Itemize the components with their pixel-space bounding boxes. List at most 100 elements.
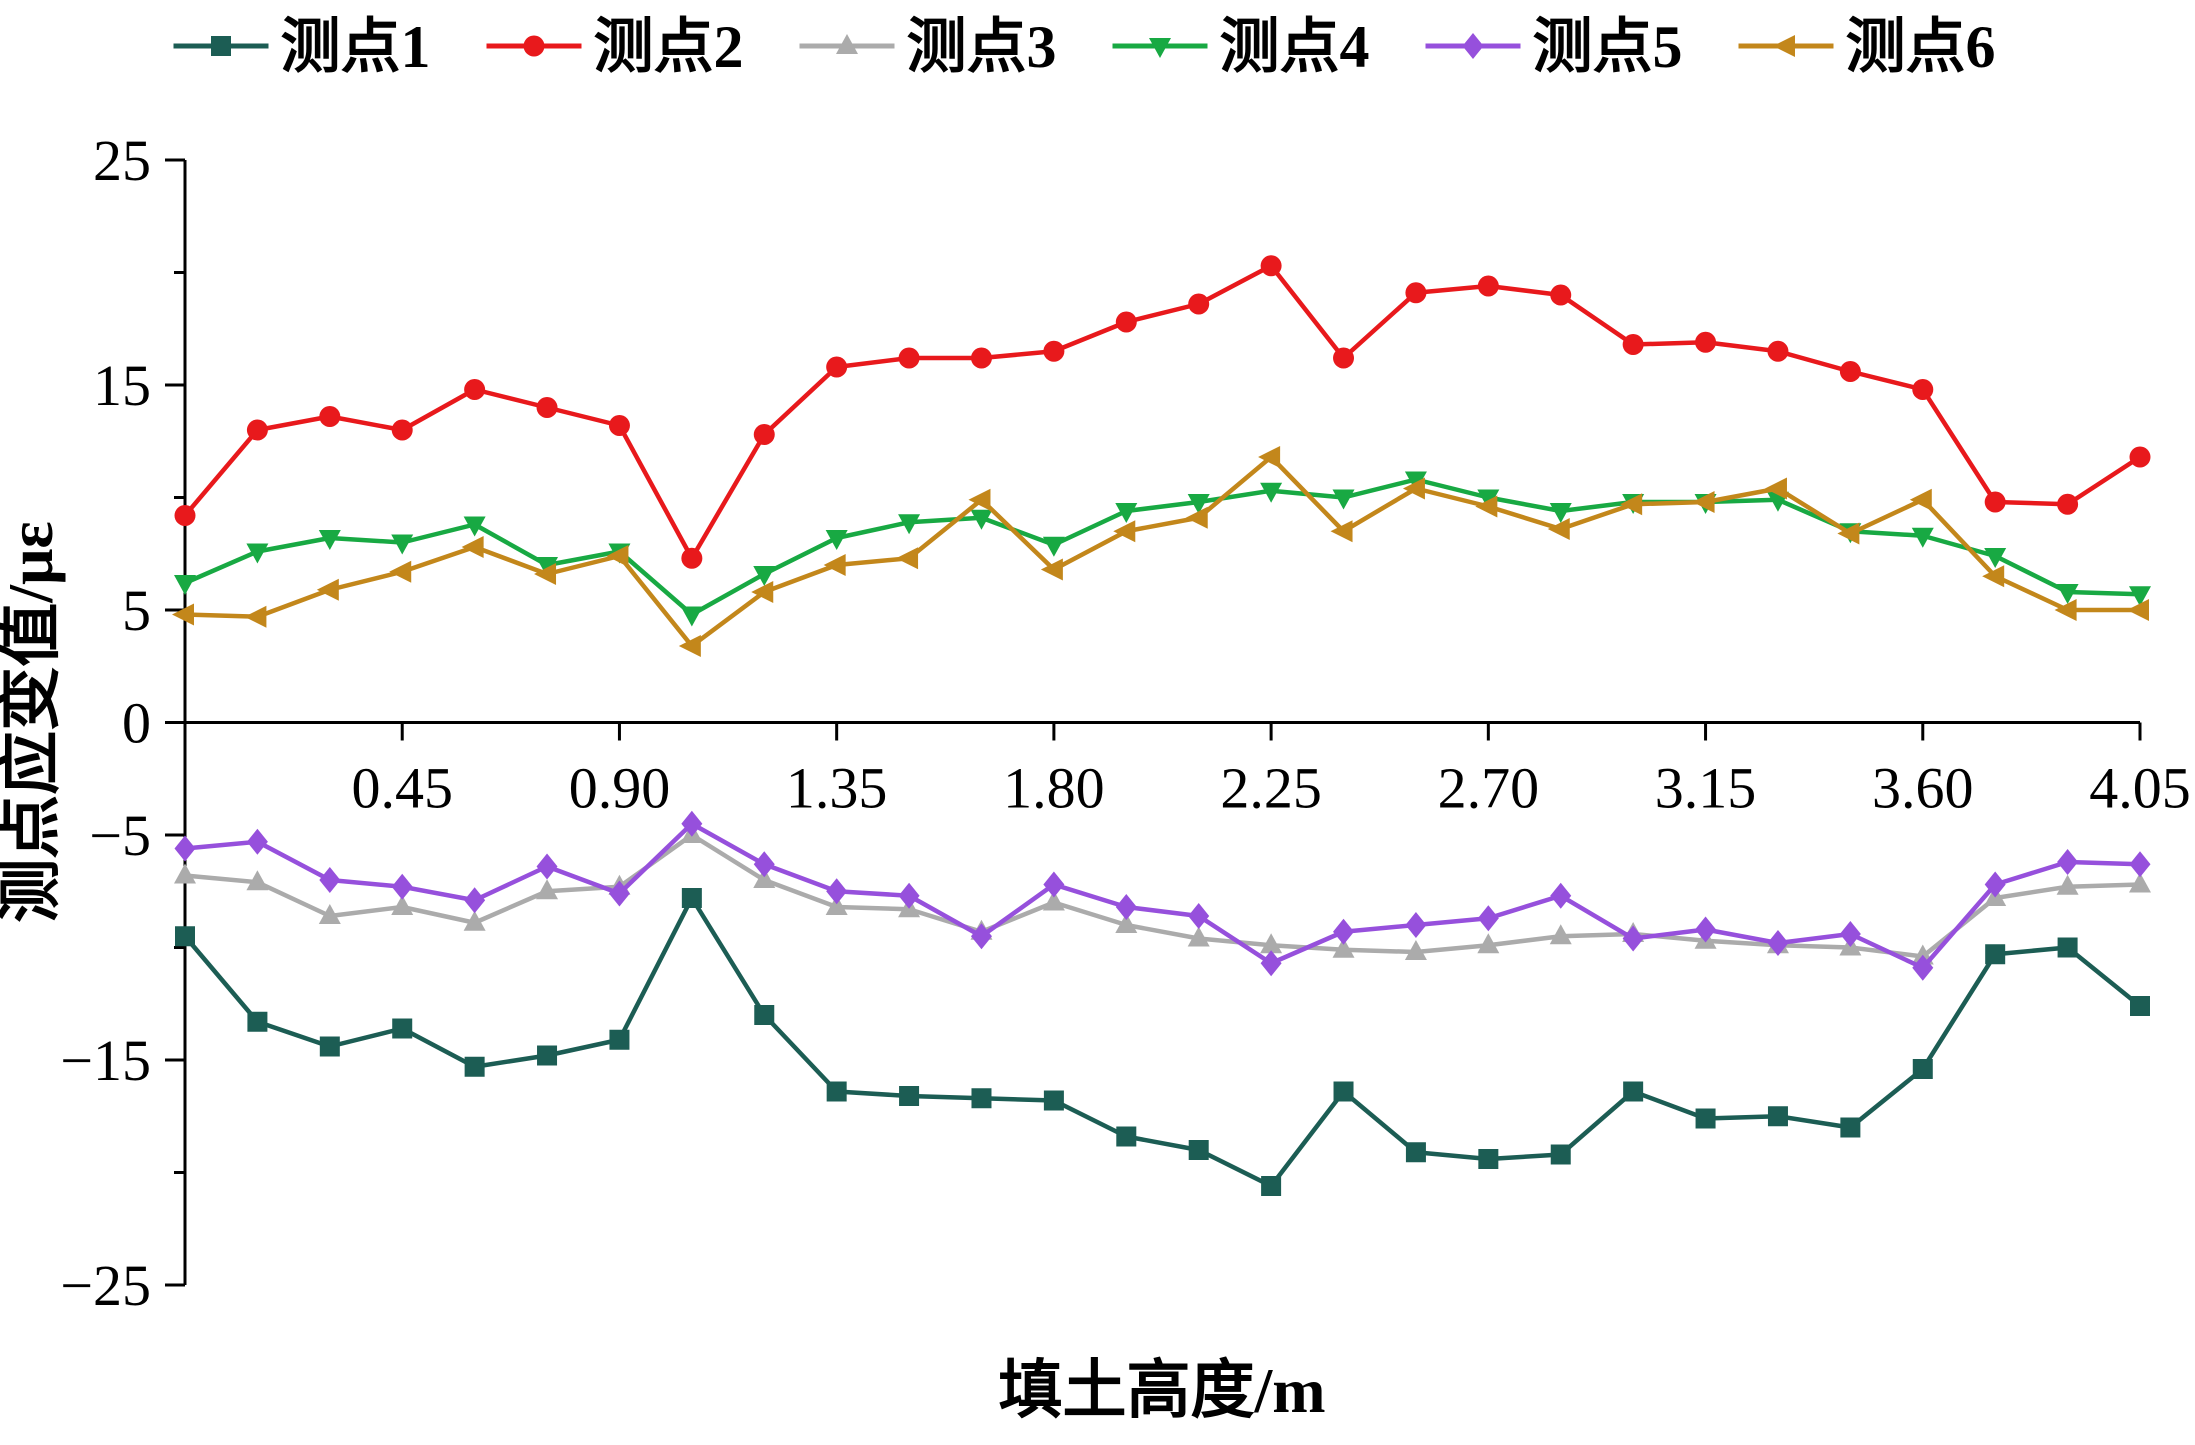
series-marker-5 [319, 867, 341, 893]
series-marker-2 [1550, 284, 1572, 306]
series-marker-5 [464, 887, 486, 914]
series-marker-2 [1477, 275, 1499, 297]
series-marker-6 [1113, 520, 1136, 543]
series-marker-5 [1405, 912, 1427, 938]
y-axis-label: 测点应变值/με [0, 521, 66, 922]
series-marker-4 [680, 606, 703, 627]
series-marker-4 [463, 516, 486, 537]
series-marker-5 [1767, 930, 1789, 956]
series-marker-3 [536, 879, 559, 900]
series-marker-3 [1404, 940, 1427, 960]
series-marker-5 [753, 851, 775, 878]
x-tick-label: 2.70 [1438, 756, 1540, 821]
series-marker-4 [1477, 489, 1500, 510]
series-marker-1 [1333, 1081, 1354, 1102]
series-marker-1 [754, 1005, 775, 1025]
series-line-1 [182, 895, 2143, 1189]
series-marker-5 [1260, 950, 1282, 977]
series-5 [174, 810, 2151, 981]
series-marker-2 [1333, 347, 1355, 369]
legend-item-5: 测点5 [1425, 14, 1683, 80]
series-marker-1 [1116, 1126, 1137, 1147]
y-tick-label: 25 [93, 128, 151, 193]
series-marker-5 [1622, 925, 1644, 952]
series-marker-5 [1115, 894, 1137, 920]
series-marker-6 [1764, 477, 1787, 500]
series-marker-3 [318, 904, 341, 924]
series-marker-3 [2129, 872, 2151, 893]
legend-marker-5 [1462, 33, 1484, 59]
series-marker-6 [606, 545, 629, 567]
series-marker-1 [899, 1086, 920, 1106]
series-marker-2 [1115, 311, 1137, 333]
series-marker-3 [463, 910, 486, 931]
series-marker-4 [246, 543, 269, 564]
series-line-2 [182, 263, 2143, 561]
legend-marker-3 [836, 34, 858, 54]
series-marker-2 [970, 347, 992, 369]
series-marker-3 [1260, 933, 1283, 954]
series-marker-5 [1477, 905, 1499, 932]
series-marker-2 [1405, 282, 1427, 304]
x-tick-label: 3.15 [1655, 756, 1757, 821]
series-marker-3 [174, 863, 196, 884]
series-marker-4 [1404, 471, 1427, 492]
series-marker-2 [1984, 491, 2006, 513]
series-marker-2 [391, 419, 413, 441]
series-marker-4 [1115, 503, 1138, 523]
series-1 [175, 888, 2150, 1196]
series-line-6 [182, 454, 2143, 649]
series-marker-5 [1188, 903, 1210, 929]
series-marker-3 [1187, 926, 1210, 947]
series-marker-6 [2054, 599, 2077, 621]
series-marker-1 [826, 1081, 847, 1102]
series-marker-1 [1623, 1081, 1644, 1102]
series-marker-4 [2056, 584, 2079, 604]
series-marker-6 [2127, 599, 2149, 621]
series-marker-1 [392, 1018, 413, 1039]
series-marker-5 [246, 828, 268, 855]
legend-label-3: 测点3 [907, 14, 1057, 80]
series-marker-5 [970, 923, 992, 950]
series-marker-3 [825, 895, 848, 915]
series-marker-3 [1477, 933, 1500, 954]
legend-label-1: 测点1 [281, 14, 431, 80]
series-marker-4 [898, 514, 921, 535]
series-marker-1 [1840, 1117, 1861, 1138]
legend-marker-6 [1773, 35, 1795, 57]
legend-marker-2 [523, 35, 545, 57]
series-marker-3 [1549, 924, 1572, 945]
legend: 测点1 测点2 测点3 测点4 测点5 测点6 [173, 14, 1996, 80]
y-tick-label: −5 [89, 803, 151, 868]
series-marker-4 [1042, 536, 1065, 557]
series-marker-1 [1043, 1090, 1064, 1111]
series-marker-2 [1767, 340, 1789, 362]
series-marker-6 [1982, 565, 2005, 588]
series-marker-6 [896, 547, 919, 570]
x-tick-label: 2.25 [1220, 756, 1322, 821]
series-marker-6 [389, 560, 412, 583]
series-marker-2 [2057, 493, 2079, 515]
series-marker-4 [1187, 494, 1210, 514]
series-marker-1 [2057, 937, 2078, 958]
series-marker-6 [1258, 446, 1281, 468]
series-marker-1 [464, 1056, 485, 1077]
series-marker-6 [1692, 491, 1715, 513]
series-marker-6 [1185, 506, 1208, 529]
axes: 25 15 5 0 −5 −15 −25 0.45 0.90 1.35 1.80 2.25 2.70 3.… [60, 128, 2190, 1318]
series-marker-2 [1043, 340, 1065, 362]
series-marker-5 [174, 835, 196, 862]
series-marker-6 [1620, 493, 1643, 516]
series-marker-4 [1260, 482, 1283, 503]
series-marker-1 [1695, 1108, 1716, 1129]
series-marker-1 [2130, 996, 2150, 1016]
series-2 [174, 255, 2151, 569]
series-marker-5 [826, 878, 848, 905]
series-marker-3 [1042, 890, 1065, 911]
series-marker-1 [1550, 1144, 1571, 1165]
series-marker-1 [175, 926, 195, 947]
series-marker-4 [1984, 548, 2007, 568]
series-marker-5 [1984, 871, 2006, 898]
series-marker-2 [319, 406, 341, 427]
